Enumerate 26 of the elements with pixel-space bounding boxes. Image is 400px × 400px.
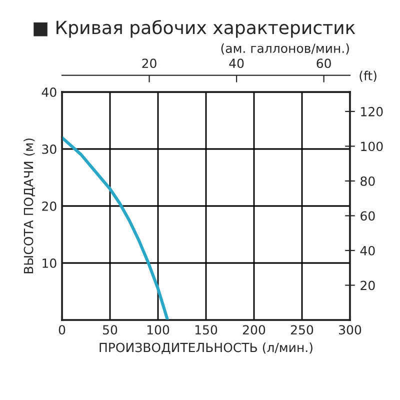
y2-tick-label: 60 [360,211,375,221]
x-tick-label: 0 [58,325,66,335]
x2-tick-label: 20 [142,58,156,68]
y2-tick-label: 20 [360,280,375,290]
y-tick-label: 20 [42,201,56,211]
x-tick-label: 150 [195,325,218,335]
x-axis-title: ПРОИЗВОДИТЕЛЬНОСТЬ (л/мин.) [100,342,312,354]
x-tick-label: 200 [242,325,266,335]
y2-tick-label: 100 [361,142,383,152]
chart-title: ■ Кривая рабочих характеристик [34,20,356,38]
x-tick-label: 100 [147,325,170,335]
y-tick-label: 10 [42,258,56,268]
y-tick-label: 30 [42,144,56,154]
x2-tick-label: 60 [316,58,331,68]
x-tick-label: 250 [290,325,314,335]
line-series [62,136,170,320]
y2-tick-label: 40 [360,246,375,256]
y-axis-title: ВЫСОТА ПОДАЧИ (м) [24,138,36,274]
x2-axis-title: (ам. галлонов/мин.) [221,43,349,54]
y2-axis-title: (ft) [360,70,376,82]
x2-tick-label: 40 [229,58,244,68]
y2-tick-label: 80 [360,176,375,186]
x-tick-label: 50 [103,325,118,335]
y-tick-label: 40 [42,87,56,97]
y2-tick-label: 120 [361,106,383,116]
x-tick-label: 300 [339,325,362,335]
